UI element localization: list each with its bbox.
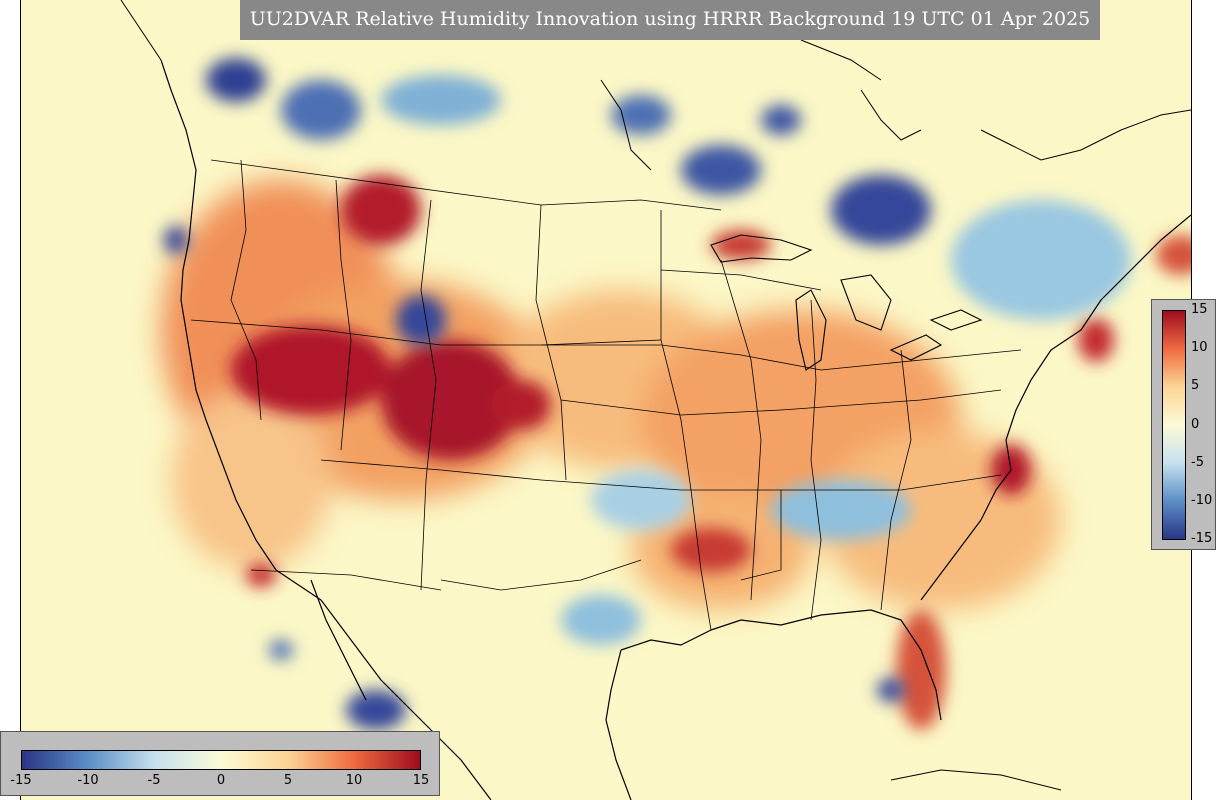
colorbar-h-tick: -10 xyxy=(77,773,99,788)
coastlines xyxy=(160,59,1191,800)
colorbar-horizontal-gradient xyxy=(21,750,421,770)
map-canvas[interactable] xyxy=(20,0,1192,800)
map-title: UU2DVAR Relative Humidity Innovation usi… xyxy=(240,0,1100,40)
colorbar-v-tick: -5 xyxy=(1191,455,1204,470)
map-graphic xyxy=(120,0,1191,800)
colorbar-h-tick: 15 xyxy=(412,773,430,788)
colorbar-vertical: 15 10 5 0 -5 -10 -15 xyxy=(1151,299,1216,550)
colorbar-h-tick: -15 xyxy=(10,773,32,788)
colorbar-v-tick: 10 xyxy=(1191,340,1208,355)
colorbar-v-tick: -15 xyxy=(1191,531,1213,546)
colorbar-h-tick: 10 xyxy=(345,773,363,788)
state-borders xyxy=(190,159,1022,631)
colorbar-h-tick: 0 xyxy=(216,773,226,788)
colorbar-h-tick: 5 xyxy=(283,773,293,788)
colorbar-v-tick: -10 xyxy=(1191,493,1213,508)
colorbar-vertical-gradient xyxy=(1162,310,1186,540)
strong-positive xyxy=(231,175,1191,730)
colorbar-v-tick: 15 xyxy=(1191,302,1208,317)
negative-field xyxy=(164,58,1131,730)
colorbar-h-tick: -5 xyxy=(147,773,161,788)
colorbar-horizontal: -15 -10 -5 0 5 10 15 xyxy=(0,731,440,796)
canada-islands xyxy=(120,0,1191,791)
colorbar-v-tick: 5 xyxy=(1191,378,1200,393)
colorbar-v-tick: 0 xyxy=(1191,417,1200,432)
great-lakes xyxy=(710,234,983,371)
